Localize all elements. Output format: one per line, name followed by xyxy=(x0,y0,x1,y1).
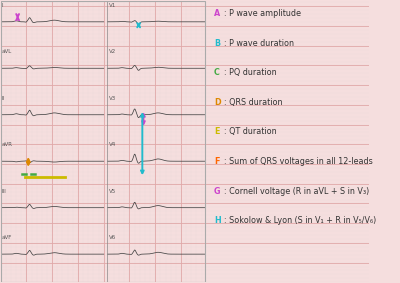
Text: C: C xyxy=(214,68,220,77)
Text: D: D xyxy=(214,98,221,107)
Text: V1: V1 xyxy=(108,3,116,8)
Text: aVF: aVF xyxy=(2,235,12,240)
Text: : Sum of QRS voltages in all 12-leads: : Sum of QRS voltages in all 12-leads xyxy=(224,157,373,166)
Text: B: B xyxy=(214,39,220,48)
Text: V5: V5 xyxy=(108,188,116,194)
Text: III: III xyxy=(2,188,7,194)
Text: : P wave amplitude: : P wave amplitude xyxy=(224,9,301,18)
Text: aVR: aVR xyxy=(2,142,13,147)
Text: aVL: aVL xyxy=(2,49,12,54)
Text: E: E xyxy=(214,127,220,136)
Text: V6: V6 xyxy=(108,235,116,240)
Text: : Sokolow & Lyon (S in V₁ + R in V₅/V₆): : Sokolow & Lyon (S in V₁ + R in V₅/V₆) xyxy=(224,216,377,225)
Text: F: F xyxy=(214,157,220,166)
Text: : QT duration: : QT duration xyxy=(224,127,277,136)
Text: A: A xyxy=(214,9,220,18)
Text: : Cornell voltage (R in aVL + S in V₃): : Cornell voltage (R in aVL + S in V₃) xyxy=(224,186,370,196)
Text: V3: V3 xyxy=(108,96,116,100)
Text: G: G xyxy=(214,186,220,196)
Text: : QRS duration: : QRS duration xyxy=(224,98,283,107)
Bar xyxy=(1,1,205,282)
Text: V4: V4 xyxy=(108,142,116,147)
Text: II: II xyxy=(2,96,5,100)
Text: : P wave duration: : P wave duration xyxy=(224,39,294,48)
Text: H: H xyxy=(214,216,221,225)
Text: I: I xyxy=(2,3,4,8)
Text: : PQ duration: : PQ duration xyxy=(224,68,277,77)
Text: V2: V2 xyxy=(108,49,116,54)
